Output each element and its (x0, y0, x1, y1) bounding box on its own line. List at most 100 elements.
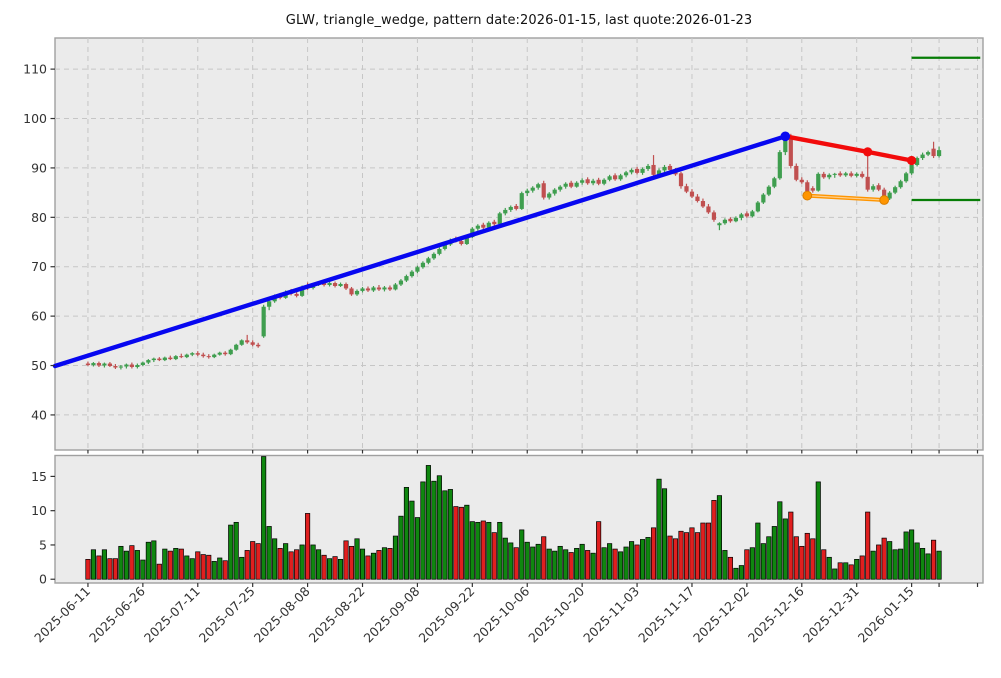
price-tick-label: 90 (31, 160, 47, 175)
candle-body (909, 164, 914, 174)
volume-bar (634, 544, 640, 580)
volume-bar (189, 558, 195, 580)
volume-bar (931, 539, 937, 580)
volume-bar (546, 548, 552, 580)
candle-body (761, 194, 766, 203)
volume-bar (519, 529, 525, 580)
candle-body (124, 364, 129, 367)
candle-body (810, 188, 815, 191)
volume-bar (486, 521, 492, 580)
candle-body (569, 182, 574, 187)
volume-bar (909, 529, 915, 580)
candle-body (585, 179, 590, 184)
candle-body (365, 288, 371, 291)
volume-bar (667, 535, 673, 580)
volume-tick-label: 10 (31, 503, 47, 518)
candle-body (882, 189, 887, 199)
candle-body (530, 187, 535, 191)
candle-body (475, 225, 480, 229)
volume-bar (96, 555, 102, 580)
volume-bar (491, 532, 497, 580)
volume-bar (431, 480, 437, 580)
volume-tick-label: 15 (31, 469, 47, 484)
candle-body (459, 241, 464, 244)
candle-body (332, 283, 338, 286)
candle-body (195, 353, 200, 355)
candle-body (140, 362, 145, 366)
candle-body (936, 150, 942, 157)
volume-bar (453, 506, 459, 580)
candle-body (695, 196, 700, 202)
candle-body (168, 357, 173, 360)
volume-bar (195, 551, 201, 580)
orange-line-marker (802, 190, 813, 201)
candle-body (558, 186, 563, 190)
volume-bar (892, 549, 898, 580)
candle-body (574, 182, 579, 187)
candle-body (267, 301, 272, 307)
candle-body (525, 190, 530, 194)
volume-bar (173, 548, 179, 580)
candle-body (876, 185, 881, 190)
volume-bar (815, 481, 821, 580)
price-tick-label: 50 (31, 358, 47, 373)
volume-bar (925, 553, 931, 580)
candle-body (739, 214, 744, 218)
candle-body (294, 293, 299, 296)
date-tick-label: 2025-09-08 (361, 583, 423, 645)
volume-bar (541, 536, 547, 580)
candle-body (684, 186, 689, 192)
volume-bar (859, 555, 865, 580)
volume-bar (618, 551, 624, 580)
volume-bar (524, 541, 530, 580)
volume-bar (425, 465, 431, 580)
volume-bar (283, 543, 289, 580)
volume-bar (348, 545, 355, 580)
panel-backgrounds (54, 37, 984, 584)
blue-line-marker (780, 131, 791, 142)
volume-bar (178, 548, 184, 580)
price-tick-label: 80 (31, 210, 47, 225)
volume-bar (310, 544, 316, 580)
volume-bar (568, 552, 574, 580)
volume-bar (629, 541, 635, 580)
candle-body (887, 192, 892, 199)
candle-body (843, 173, 848, 176)
volume-bar (250, 541, 256, 580)
volume-bar (557, 545, 563, 580)
price-tick-label: 110 (23, 62, 47, 77)
candle-body (519, 193, 524, 209)
candle-body (409, 271, 415, 277)
volume-bar (661, 488, 668, 580)
date-tick-label: 2025-10-20 (525, 583, 587, 645)
date-tick-label: 2026-01-15 (855, 584, 917, 646)
volume-bar (744, 549, 750, 580)
volume-bar (299, 544, 305, 580)
candle-body (832, 173, 837, 175)
candle-body (113, 366, 118, 368)
volume-bar (793, 536, 799, 580)
volume-bar (211, 561, 217, 580)
price-tick-label: 100 (23, 111, 47, 126)
candle-body (799, 179, 804, 183)
volume-bar (85, 559, 91, 580)
volume-bar (887, 541, 893, 580)
candle-body (689, 191, 695, 197)
candle-body (223, 352, 228, 355)
volume-bar (590, 552, 596, 580)
candle-body (772, 178, 777, 187)
date-tick-label: 2025-08-08 (251, 583, 313, 645)
volume-bar (870, 550, 876, 580)
candle-body (563, 183, 568, 187)
volume-bar (502, 537, 508, 580)
volume-bar (881, 537, 887, 580)
date-tick-label: 2025-09-22 (415, 584, 477, 646)
candle-body (107, 363, 113, 367)
candle-body (618, 175, 623, 180)
candle-body (931, 148, 936, 157)
candle-body (382, 287, 387, 290)
volume-bar (865, 511, 871, 580)
date-tick-label: 2025-11-17 (635, 584, 697, 646)
candle-body (508, 206, 513, 210)
